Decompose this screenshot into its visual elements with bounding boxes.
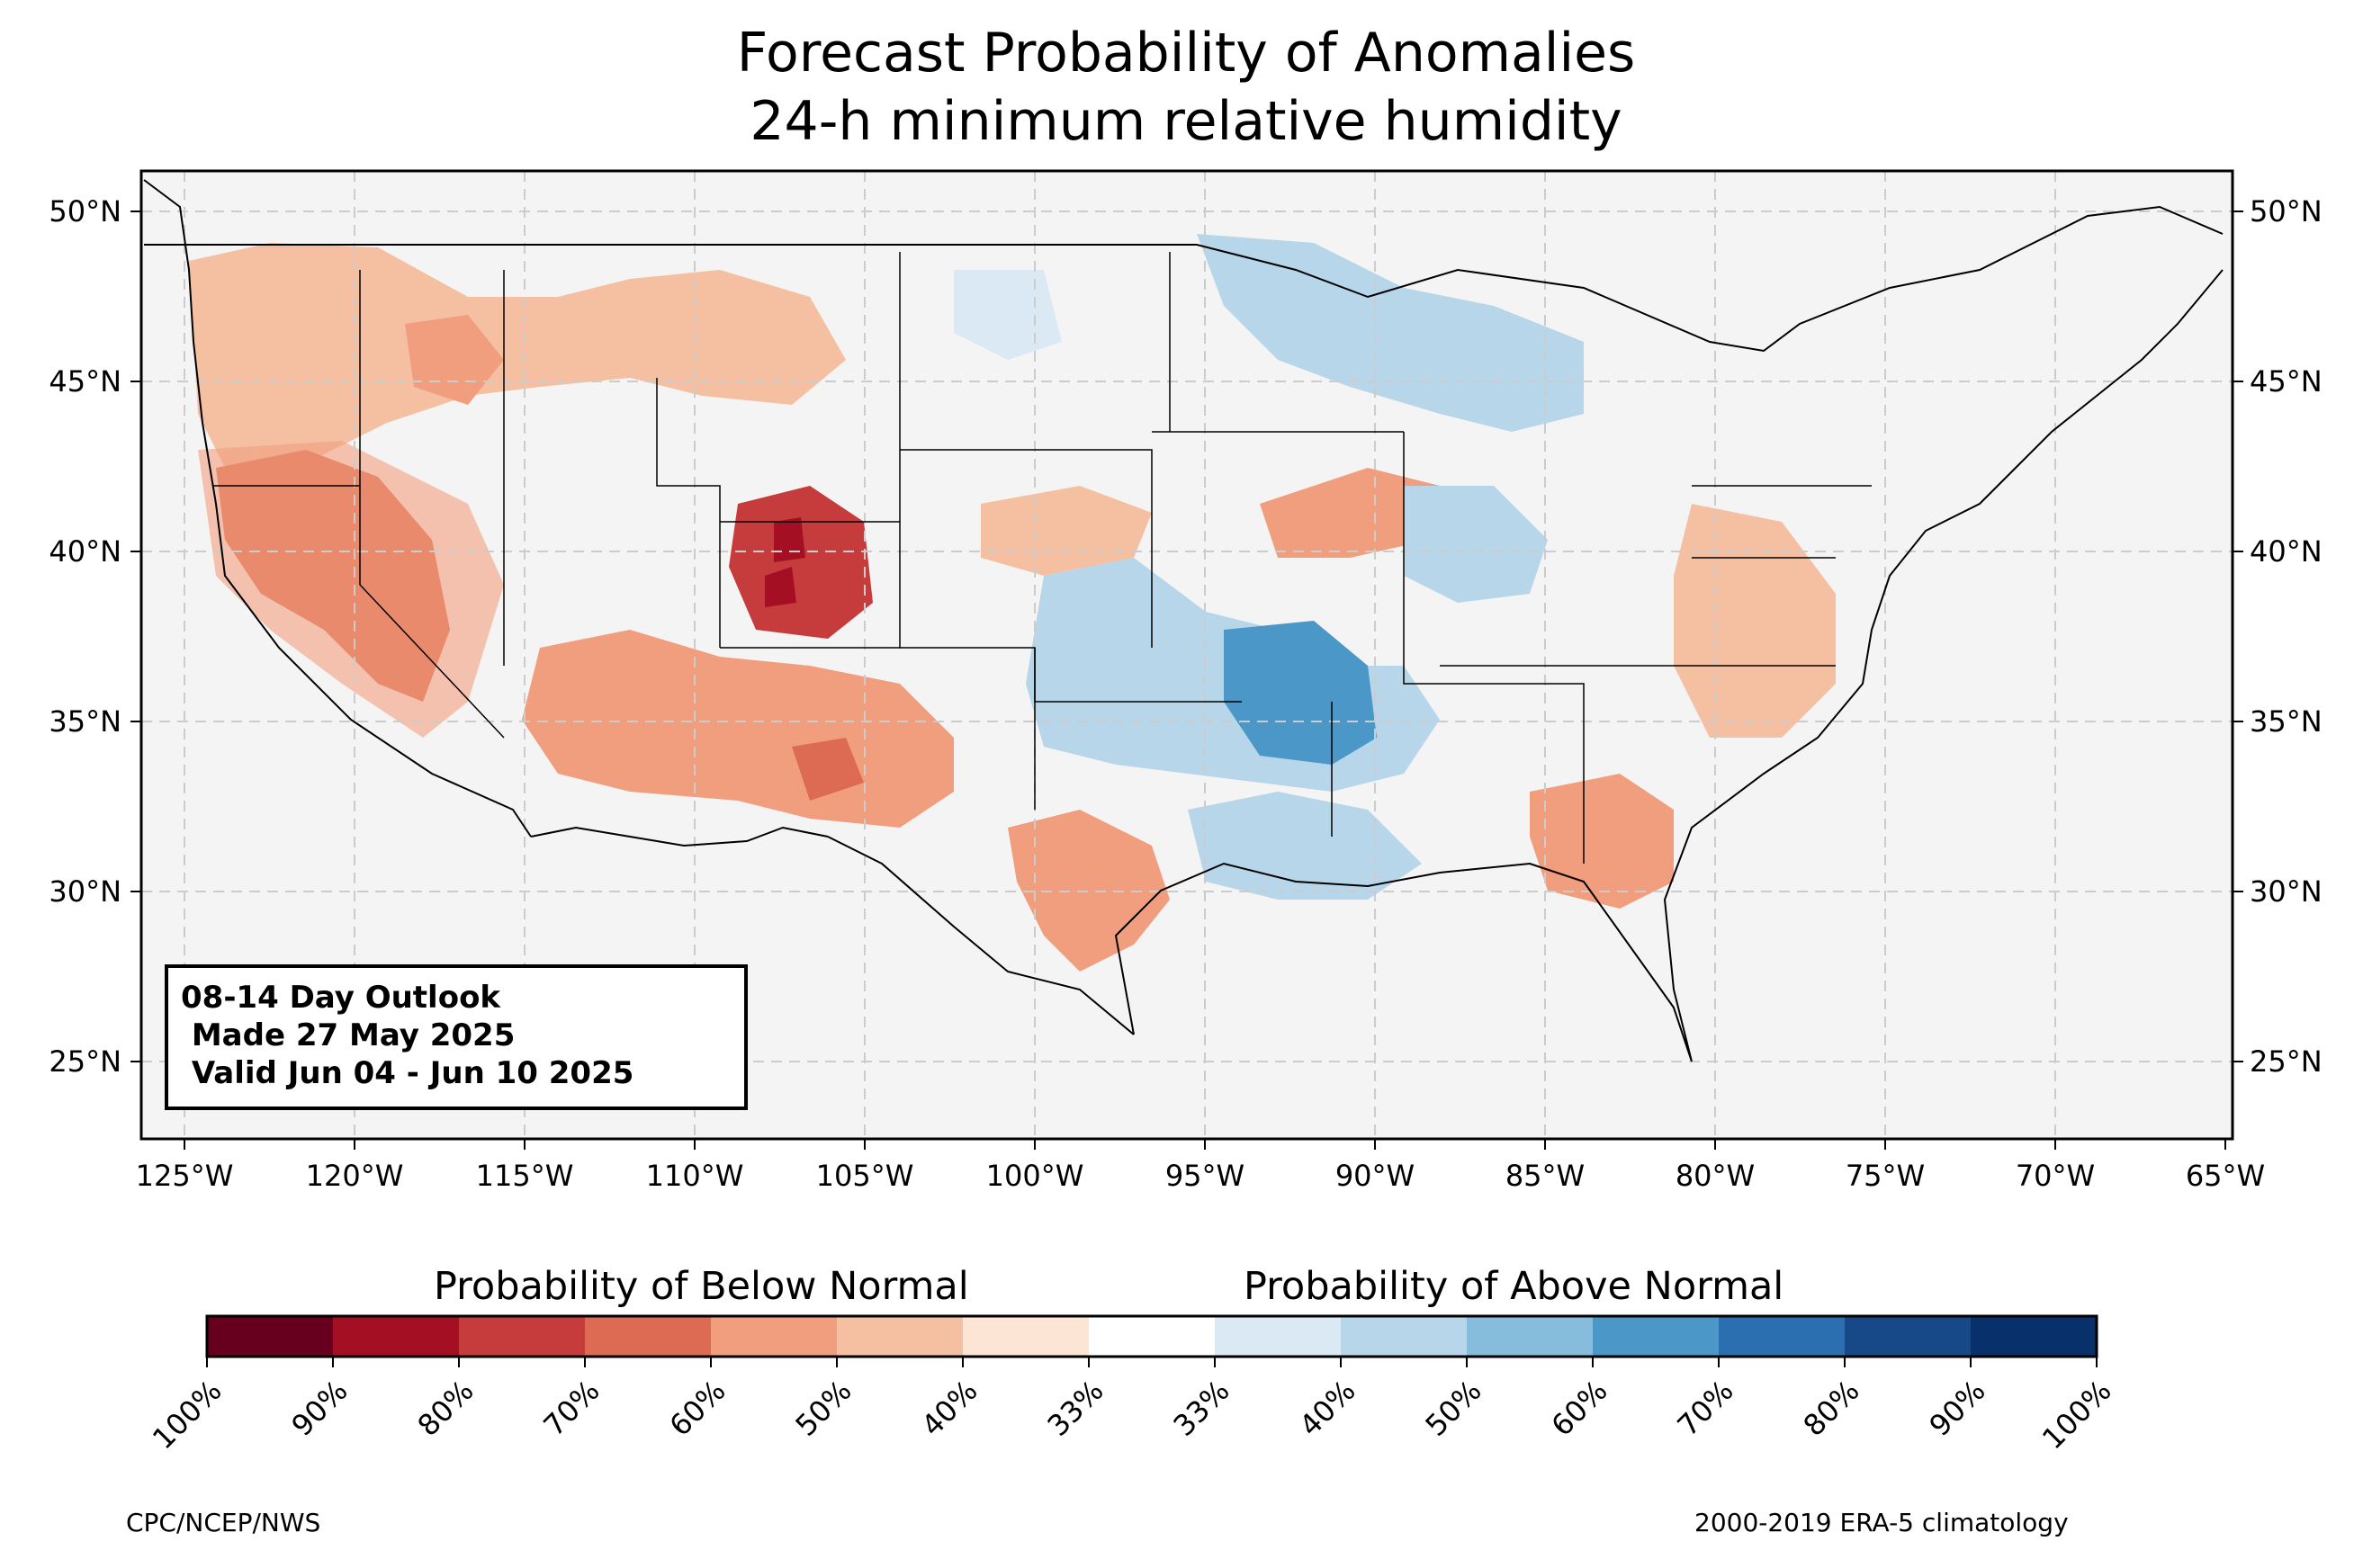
colorbar-cell (1467, 1316, 1594, 1357)
lat-tick-label-right: 40°N (2250, 534, 2323, 569)
below-california-outer (198, 441, 504, 738)
lon-tick-label: 85°W (1505, 1159, 1585, 1193)
colorbar-cell (585, 1316, 712, 1357)
lat-tick-label-left: 50°N (49, 194, 121, 228)
anomaly-shading (189, 234, 1836, 972)
colorbar-cell (711, 1316, 838, 1357)
below-northwest (189, 243, 846, 468)
colorbar-cell (1215, 1316, 1342, 1357)
map-subtitle: 24-h minimum relative humidity (750, 90, 1622, 153)
below-southwest-core (792, 738, 864, 801)
colorbar-cell (1341, 1316, 1468, 1357)
above-arkansas (1224, 621, 1377, 765)
map-border (139, 169, 2234, 1141)
lon-tick-label: 110°W (646, 1159, 744, 1193)
colorbar-above-label: Probability of Above Normal (1244, 1264, 1784, 1309)
colorbar-ticks: 100% 90% 80% 70% 60% 50% 40% 33% 33% 40% 50% 60% 70%… (146, 1357, 2118, 1456)
colorbar-cell (963, 1316, 1090, 1357)
lat-tick-marks (130, 211, 2243, 1062)
outlook-period: 08-14 Day Outlook (181, 980, 501, 1016)
colorbar-border (205, 1314, 2098, 1358)
lon-tick-label: 90°W (1335, 1159, 1415, 1193)
outlook-info-box: 08-14 Day Outlook Made 27 May 2025 Valid… (165, 964, 748, 1110)
map-gridlines (141, 171, 2233, 1139)
colorbar-tick-label: 70% (1670, 1374, 1739, 1443)
lat-tick-label-left: 25°N (49, 1044, 121, 1079)
lon-tick-label: 70°W (2016, 1159, 2095, 1193)
lon-tick-label: 125°W (136, 1159, 234, 1193)
colorbar-tick-label: 50% (1418, 1374, 1487, 1443)
lon-tick-label: 95°W (1165, 1159, 1244, 1193)
colorbar-tick-label: 33% (1166, 1374, 1235, 1443)
colorbar-cell (837, 1316, 964, 1357)
lon-tick-label: 80°W (1676, 1159, 1755, 1193)
footer-source: CPC/NCEP/NWS (126, 1508, 321, 1537)
outlook-made-date: Made 27 May 2025 (181, 1017, 516, 1053)
lat-tick-label-right: 50°N (2250, 194, 2323, 228)
lat-tick-label-right: 35°N (2250, 704, 2323, 739)
lon-tick-label: 75°W (1846, 1159, 1925, 1193)
colorbar-cell (1089, 1316, 1216, 1357)
colorbar-cell (1971, 1316, 2098, 1357)
colorbar-cell (207, 1316, 334, 1357)
coastlines (143, 179, 2224, 1062)
above-ohio-valley (1404, 486, 1548, 603)
below-colorado-core (765, 517, 805, 607)
above-great-lakes (1197, 234, 1584, 432)
above-gulf (1188, 792, 1422, 900)
lon-tick-marks (184, 1139, 2226, 1150)
below-texas (1008, 810, 1170, 972)
colorbar-tick-label: 60% (1544, 1374, 1613, 1443)
colorbar-tick-label: 80% (1796, 1374, 1865, 1443)
colorbar-tick-label: 100% (2035, 1374, 2118, 1456)
colorbar-tick-label: 33% (1040, 1374, 1110, 1443)
lon-tick-label: 105°W (816, 1159, 914, 1193)
below-kansas (981, 486, 1152, 576)
colorbar-tick-label: 60% (662, 1374, 732, 1443)
lon-tick-label: 115°W (476, 1159, 574, 1193)
lat-tick-label-left: 35°N (49, 704, 121, 739)
colorbar-cell (333, 1316, 460, 1357)
lon-tick-label: 65°W (2186, 1159, 2265, 1193)
footer-climatology: 2000-2019 ERA-5 climatology (1694, 1508, 2069, 1537)
colorbar-tick-label: 70% (536, 1374, 606, 1443)
colorbar-tick-label: 50% (788, 1374, 858, 1443)
lat-tick-label-left: 30°N (49, 874, 121, 909)
lat-tick-label-left: 40°N (49, 534, 121, 569)
lon-tick-label: 120°W (306, 1159, 404, 1193)
colorbar-tick-label: 90% (284, 1374, 354, 1443)
colorbar-tick-label: 40% (914, 1374, 984, 1443)
lat-tick-label-right: 45°N (2250, 364, 2323, 399)
lat-tick-label-left: 45°N (49, 364, 121, 399)
state-borders (213, 252, 1872, 864)
map-title: Forecast Probability of Anomalies (736, 22, 1636, 85)
colorbar-cell (1593, 1316, 1720, 1357)
lon-tick-label: 100°W (986, 1159, 1084, 1193)
colorbar-tick-label: 100% (146, 1374, 229, 1456)
lat-tick-label-right: 25°N (2250, 1044, 2323, 1079)
outlook-valid-dates: Valid Jun 04 - Jun 10 2025 (181, 1055, 634, 1091)
colorbar-below-label: Probability of Below Normal (434, 1264, 969, 1309)
colorbar-tick-label: 80% (410, 1374, 480, 1443)
colorbar-cell (459, 1316, 586, 1357)
colorbar (207, 1316, 2098, 1357)
lat-tick-label-right: 30°N (2250, 874, 2323, 909)
below-illinois (1260, 468, 1440, 558)
colorbar-tick-label: 90% (1922, 1374, 1991, 1443)
colorbar-cell (1845, 1316, 1972, 1357)
colorbar-cell (1719, 1316, 1846, 1357)
colorbar-tick-label: 40% (1292, 1374, 1361, 1443)
